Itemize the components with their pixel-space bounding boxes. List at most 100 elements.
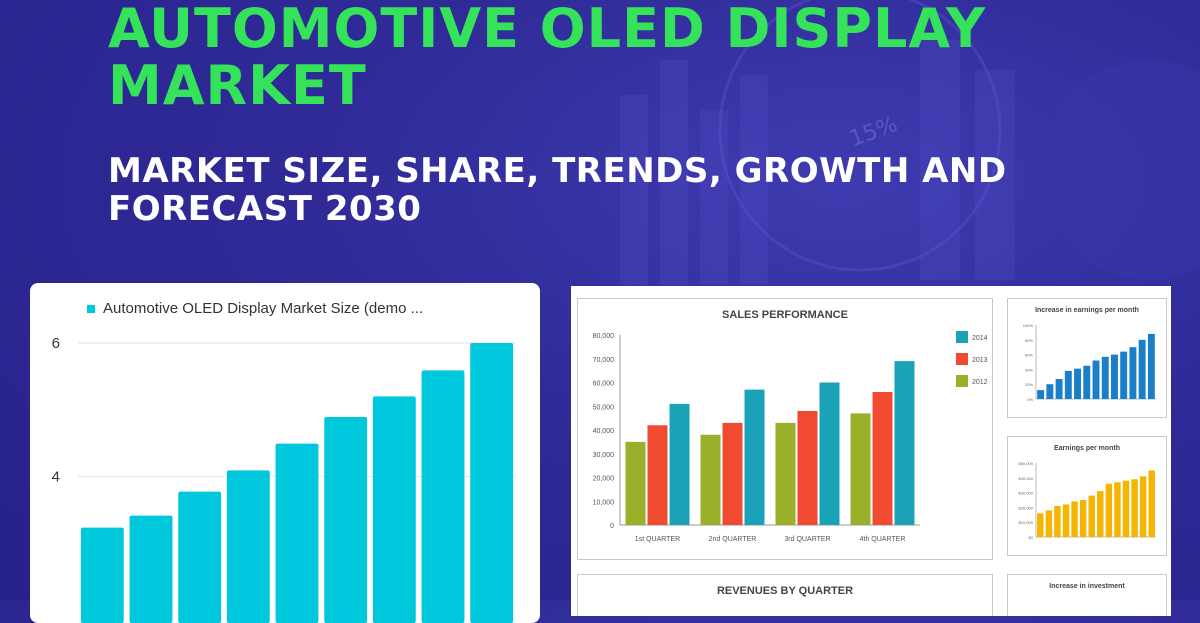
- bar: [700, 434, 721, 525]
- earnings-per-month-box: Earnings per month $0 $10,000 $20,000 $30,0…: [1007, 436, 1167, 556]
- y-tick-label: $30,000: [1019, 491, 1034, 496]
- legend-swatch: [956, 353, 968, 365]
- bar: [226, 470, 270, 623]
- bar: [1083, 365, 1091, 399]
- y-tick-label: 80%: [1025, 338, 1033, 343]
- earnings-per-month-title: Earnings per month: [1053, 445, 1121, 452]
- earnings-per-month-chart: $0 $10,000 $20,000 $30,000 $40,000 $50,000: [1019, 461, 1156, 540]
- bar: [1131, 479, 1138, 537]
- background-badge: 15%: [846, 112, 901, 152]
- y-tick-label: 40,000: [593, 428, 615, 435]
- bar: [1147, 333, 1155, 399]
- x-tick-label: 1st QUARTER: [635, 536, 680, 543]
- bar: [1045, 510, 1053, 537]
- earnings-increase-chart: 0% 20% 40% 60% 80% 100%: [1023, 323, 1156, 402]
- background-pie: [1040, 60, 1200, 280]
- legend-label: Automotive OLED Display Market Size (dem…: [103, 300, 423, 317]
- y-tick-label: 10,000: [593, 499, 615, 506]
- y-tick-label: 50,000: [593, 404, 615, 411]
- bar: [1105, 483, 1113, 537]
- bar: [129, 515, 173, 623]
- y-tick-label: 100%: [1023, 323, 1034, 328]
- y-tick-label: 0: [610, 523, 614, 530]
- bar: [1046, 384, 1054, 399]
- investment-increase-box: Increase in investment: [1007, 574, 1167, 616]
- bar: [1139, 476, 1147, 537]
- earnings-increase-box: Increase in earnings per month 0% 20% 40% 6…: [1007, 298, 1167, 418]
- earnings-increase-title: Increase in earnings per month: [1035, 307, 1139, 314]
- legend-swatch: [87, 305, 95, 313]
- legend-label: 2013: [972, 357, 988, 364]
- sales-performance-chart: 0 10,000 20,000 30,000 40,000 50,000 60,000 70,…: [593, 331, 988, 543]
- bar: [1114, 482, 1121, 537]
- y-tick-label: $40,000: [1019, 476, 1034, 481]
- bar: [1092, 360, 1100, 399]
- bar: [625, 441, 646, 525]
- legend-label: 2014: [972, 335, 988, 342]
- bar: [1148, 470, 1155, 537]
- y-tick-label: $20,000: [1019, 505, 1034, 510]
- bar: [850, 413, 871, 525]
- bar: [324, 417, 368, 623]
- background-decoration: 15%: [620, 0, 1200, 285]
- bar: [1088, 495, 1095, 537]
- x-tick-label: 3rd QUARTER: [784, 536, 830, 543]
- bar: [1054, 505, 1061, 537]
- background-bars: [620, 40, 1015, 285]
- bar: [744, 389, 765, 525]
- y-tick-label: 20%: [1025, 382, 1033, 387]
- y-tick-label: 60,000: [593, 381, 615, 388]
- bar: [1062, 504, 1070, 537]
- bar: [819, 382, 840, 525]
- page-subtitle: MARKET SIZE, SHARE, TRENDS, GROWTH AND F…: [108, 151, 1007, 229]
- legend-swatch: [956, 331, 968, 343]
- bar: [1074, 368, 1081, 399]
- bar: [894, 361, 915, 525]
- bar: [1071, 501, 1078, 537]
- bar: [80, 527, 124, 623]
- revenues-by-quarter-box: REVENUES BY QUARTER: [577, 574, 993, 616]
- x-tick-label: 2nd QUARTER: [709, 536, 757, 543]
- y-tick-label: 4: [52, 468, 60, 485]
- y-tick-label: 6: [52, 335, 60, 352]
- bar: [372, 396, 416, 623]
- sales-performance-title: SALES PERFORMANCE: [722, 309, 848, 321]
- bar: [1037, 390, 1045, 399]
- market-size-chart: Automotive OLED Display Market Size (dem…: [52, 300, 516, 623]
- y-tick-label: $10,000: [1019, 520, 1034, 525]
- bar: [470, 343, 514, 623]
- bar: [647, 425, 668, 525]
- bar: [775, 422, 796, 525]
- y-tick-label: 80,000: [593, 333, 615, 340]
- dashboard-panel: SALES PERFORMANCE 0 10,000 20,000 30,000 40,…: [571, 286, 1171, 616]
- bar: [421, 370, 465, 623]
- y-tick-label: 60%: [1025, 353, 1033, 358]
- bar: [178, 491, 222, 623]
- x-tick-label: 4th QUARTER: [860, 536, 906, 543]
- legend-swatch: [956, 375, 968, 387]
- bar: [1079, 500, 1087, 537]
- y-tick-label: 0%: [1027, 397, 1033, 402]
- background-magnifier: [718, 0, 1002, 272]
- bar: [872, 392, 893, 525]
- bar: [1122, 480, 1130, 537]
- y-tick-label: $0: [1029, 535, 1034, 540]
- bar: [1138, 339, 1146, 399]
- bar: [1111, 354, 1118, 399]
- bar: [275, 443, 319, 623]
- y-tick-label: 70,000: [593, 357, 615, 364]
- bar: [1097, 491, 1104, 537]
- bar: [1037, 513, 1044, 537]
- bar: [1055, 379, 1063, 399]
- investment-increase-title: Increase in investment: [1049, 583, 1125, 590]
- y-tick-label: $50,000: [1019, 461, 1034, 466]
- sales-performance-box: SALES PERFORMANCE 0 10,000 20,000 30,000 40,…: [577, 298, 993, 560]
- bar: [797, 411, 818, 525]
- bar: [722, 422, 743, 525]
- bar: [1101, 356, 1109, 399]
- y-tick-label: 40%: [1025, 367, 1033, 372]
- legend-label: 2012: [972, 379, 988, 386]
- bar: [669, 403, 690, 525]
- revenues-by-quarter-title: REVENUES BY QUARTER: [716, 585, 854, 597]
- bar: [1120, 351, 1128, 399]
